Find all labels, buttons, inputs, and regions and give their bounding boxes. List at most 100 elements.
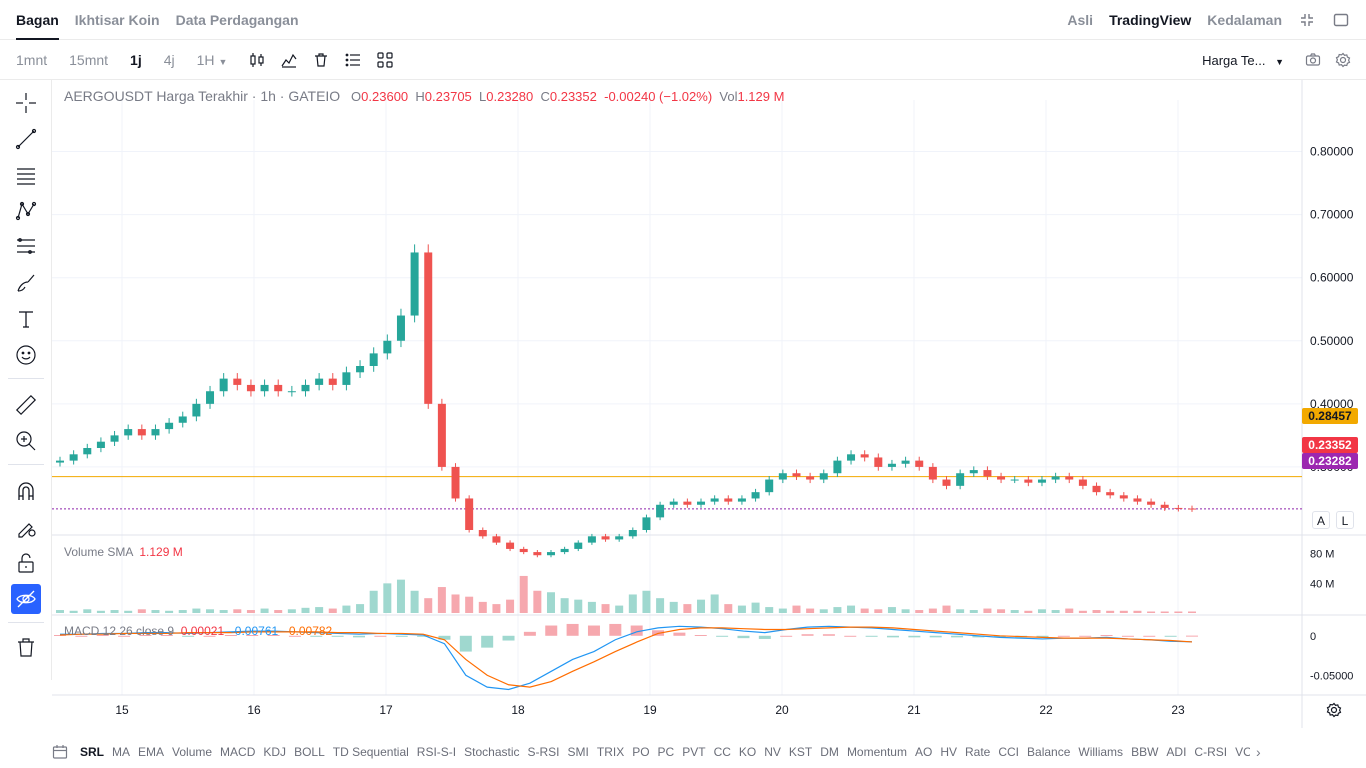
tab-depth[interactable]: Kedalaman (1207, 12, 1282, 28)
volume-bar (1092, 610, 1101, 613)
indicator-momentum[interactable]: Momentum (846, 745, 907, 759)
volume-bar (1024, 610, 1033, 613)
chart-area[interactable]: 0.800000.700000.600000.500000.400000.300… (52, 80, 1366, 728)
list-icon[interactable] (343, 50, 363, 70)
indicator-trix[interactable]: TRIX (596, 745, 625, 759)
volume-bar (901, 609, 910, 613)
indicator-vo[interactable]: VO (1235, 745, 1250, 759)
collapse-icon[interactable] (1298, 11, 1316, 29)
indicator-td-sequential[interactable]: TD Sequential (332, 745, 409, 759)
indicator-stochastic[interactable]: Stochastic (464, 745, 520, 759)
candle-body (465, 498, 474, 530)
candle-type-icon[interactable] (247, 50, 267, 70)
settings-gear-icon[interactable] (1326, 702, 1342, 718)
indicator-smi[interactable]: SMI (567, 745, 589, 759)
legend-o-label: O (351, 89, 362, 104)
candle-body (642, 517, 651, 530)
indicators-icon[interactable] (279, 50, 299, 70)
x-tick-label: 23 (1171, 703, 1185, 717)
indicator-srl[interactable]: SRL (80, 745, 104, 759)
auto-scale-button[interactable]: A (1312, 511, 1330, 529)
indicator-ema[interactable]: EMA (138, 745, 165, 759)
candlestick-chart[interactable]: 0.800000.700000.600000.500000.400000.300… (52, 80, 1366, 728)
fib-retracement-icon[interactable] (11, 232, 41, 262)
ruler-icon[interactable] (11, 390, 41, 420)
volume-bar (628, 594, 637, 613)
price-tag-mark: 0.23282 (1302, 453, 1358, 469)
indicator-hv[interactable]: HV (940, 745, 957, 759)
emoji-icon[interactable] (11, 340, 41, 370)
trend-line-icon[interactable] (11, 124, 41, 154)
volume-bar (751, 602, 760, 613)
indicator-cc[interactable]: CC (713, 745, 731, 759)
indicator-ko[interactable]: KO (738, 745, 757, 759)
horizontal-lines-icon[interactable] (11, 160, 41, 190)
indicator-macd[interactable]: MACD (220, 745, 256, 759)
indicator-volume[interactable]: Volume (172, 745, 213, 759)
interval-15m[interactable]: 15mnt (69, 52, 109, 68)
tab-coin-overview[interactable]: Ikhtisar Koin (74, 12, 160, 28)
indicator-dm[interactable]: DM (820, 745, 839, 759)
interval-4h[interactable]: 4j (163, 52, 175, 68)
legend-l-label: L (479, 89, 487, 104)
indicator-pvt[interactable]: PVT (682, 745, 706, 759)
brush-icon[interactable] (11, 268, 41, 298)
volume-bar (765, 607, 774, 613)
macd-histogram-bar (886, 635, 899, 638)
tab-original[interactable]: Asli (1067, 12, 1094, 28)
lock-drawing-icon[interactable] (11, 512, 41, 542)
unlock-icon[interactable] (11, 548, 41, 578)
layout-grid-icon[interactable] (375, 50, 395, 70)
indicator-balance[interactable]: Balance (1027, 745, 1071, 759)
interval-dropdown[interactable]: 1H ▼ (197, 52, 228, 68)
tab-tradingview[interactable]: TradingView (1109, 12, 1192, 28)
calendar-icon[interactable] (52, 744, 68, 760)
indicator-rsi-s-i[interactable]: RSI-S-I (416, 745, 457, 759)
chevron-right-icon[interactable]: › (1256, 744, 1261, 760)
candle-body (301, 384, 310, 392)
candle-body (478, 530, 487, 537)
zoom-in-icon[interactable] (11, 426, 41, 456)
indicator-williams[interactable]: Williams (1078, 745, 1124, 759)
settings-gear-icon[interactable] (1334, 51, 1352, 69)
indicator-bbw[interactable]: BBW (1131, 745, 1159, 759)
tab-chart[interactable]: Bagan (16, 0, 59, 40)
indicator-pc[interactable]: PC (657, 745, 675, 759)
indicator-adi[interactable]: ADI (1166, 745, 1187, 759)
interval-1h[interactable]: 1j (130, 52, 142, 68)
legend-change: -0.00240 (−1.02%) (604, 89, 713, 104)
indicator-cci[interactable]: CCI (998, 745, 1020, 759)
delete-drawings-icon[interactable] (11, 632, 41, 662)
indicator-kdj[interactable]: KDJ (263, 745, 287, 759)
indicator-s-rsi[interactable]: S-RSI (527, 745, 560, 759)
macd-histogram-bar (566, 623, 579, 636)
log-scale-button[interactable]: L (1336, 511, 1354, 529)
macd-tick-label: 0 (1310, 631, 1316, 643)
indicator-c-rsi[interactable]: C-RSI (1194, 745, 1228, 759)
pattern-icon[interactable] (11, 196, 41, 226)
indicator-kst[interactable]: KST (788, 745, 813, 759)
indicator-boll[interactable]: BOLL (294, 745, 325, 759)
macd-histogram-bar (1057, 635, 1070, 637)
crosshair-icon[interactable] (11, 88, 41, 118)
price-type-dropdown[interactable]: Harga Te... ▼ (1202, 53, 1284, 68)
volume-bar (737, 605, 746, 613)
indicator-rate[interactable]: Rate (964, 745, 991, 759)
indicator-ao[interactable]: AO (914, 745, 933, 759)
indicator-ma[interactable]: MA (112, 745, 130, 759)
indicator-nv[interactable]: NV (764, 745, 781, 759)
macd-histogram-bar (75, 635, 88, 637)
interval-1m[interactable]: 1mnt (16, 52, 48, 68)
macd-histogram-bar (438, 635, 451, 640)
volume-bar (437, 587, 446, 613)
magnet-icon[interactable] (11, 476, 41, 506)
trash-icon[interactable] (311, 50, 331, 70)
hide-drawings-icon[interactable] (11, 584, 41, 614)
fullscreen-icon[interactable] (1332, 11, 1350, 29)
drawing-toolbar (0, 80, 52, 680)
text-tool-icon[interactable] (11, 304, 41, 334)
volume-bar (246, 610, 255, 613)
camera-icon[interactable] (1304, 51, 1322, 69)
indicator-po[interactable]: PO (632, 745, 650, 759)
tab-trade-data[interactable]: Data Perdagangan (175, 12, 299, 28)
